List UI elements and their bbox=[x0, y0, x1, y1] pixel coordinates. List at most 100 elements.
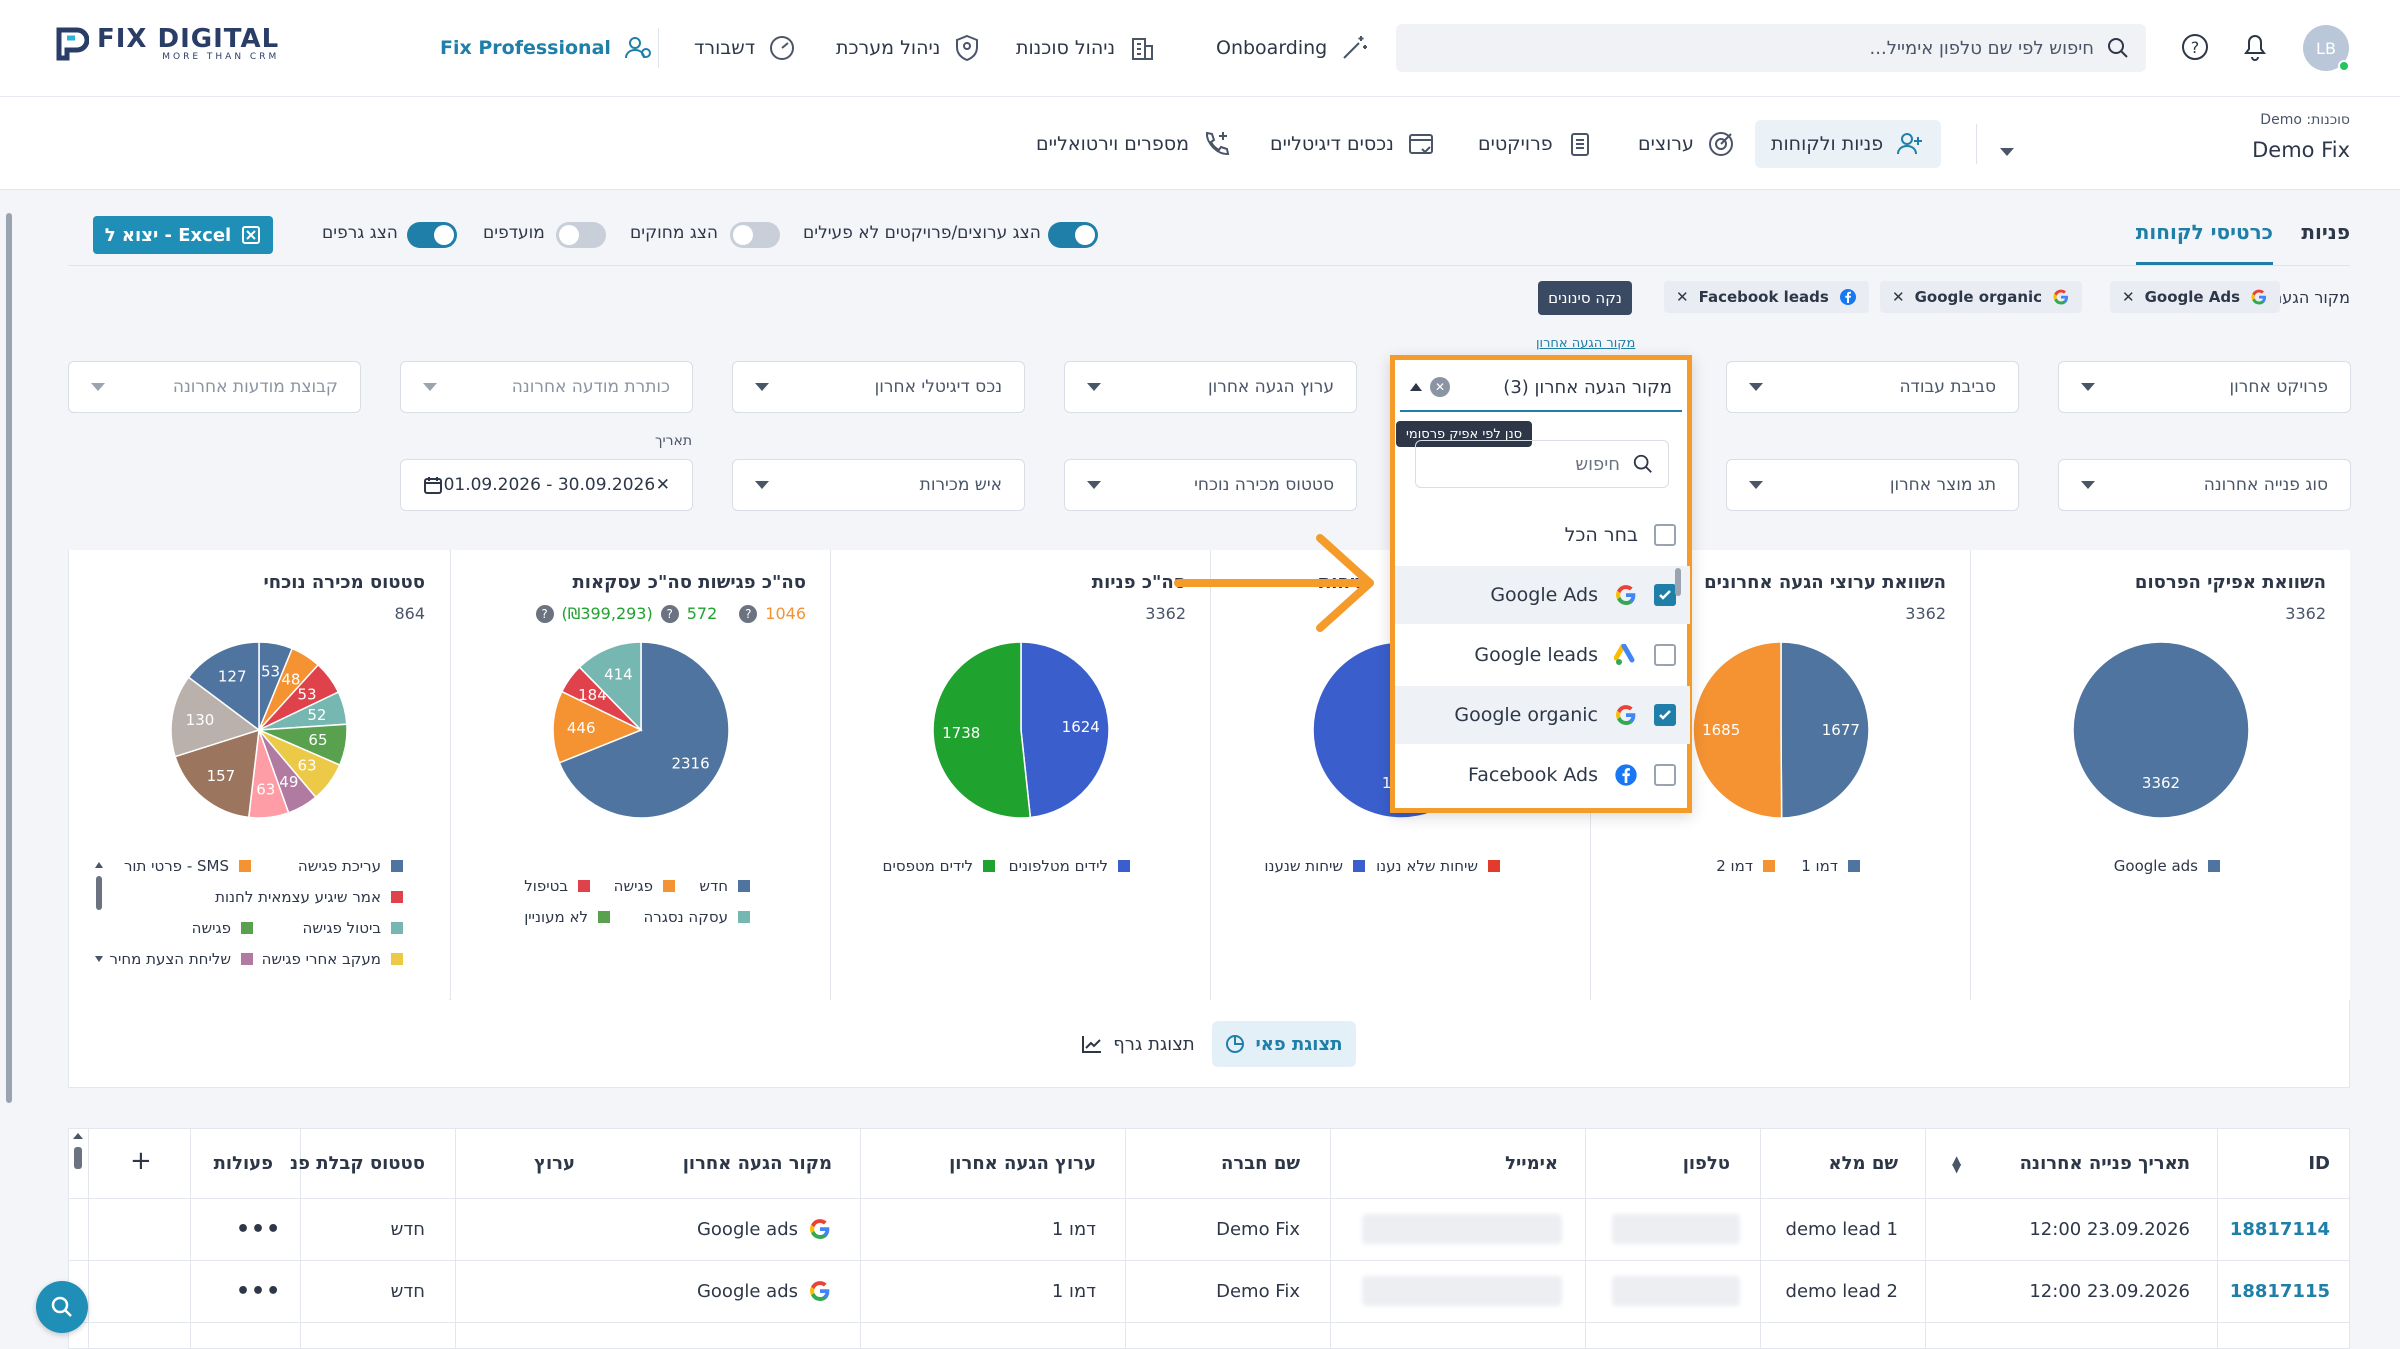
pie-chart[interactable]: 3362 bbox=[2071, 640, 2251, 820]
legend-item[interactable]: שיחות שלא נענו bbox=[1376, 857, 1500, 875]
candidates-toggle[interactable] bbox=[556, 222, 606, 248]
chip-close-icon[interactable]: ✕ bbox=[2122, 288, 2135, 306]
dropdown-scrollbar[interactable] bbox=[1675, 568, 1681, 596]
dropdown-option[interactable]: Facebook Ads bbox=[1395, 746, 1690, 804]
legend-item[interactable]: לידים מטלפונים bbox=[1009, 857, 1130, 875]
pie-slice[interactable] bbox=[578, 641, 642, 732]
add-column-button[interactable]: + bbox=[130, 1146, 152, 1176]
legend-item[interactable]: עסקה נסגרה bbox=[643, 908, 750, 926]
filter-salesperson[interactable]: איש מכירות bbox=[732, 459, 1025, 511]
checkbox-checked[interactable] bbox=[1654, 584, 1676, 606]
date-range-picker[interactable]: 01.09.2026 - 30.09.2026 ✕ bbox=[400, 459, 693, 511]
bell-icon[interactable] bbox=[2240, 30, 2270, 62]
page-scrollbar[interactable] bbox=[3, 195, 15, 1345]
search-input[interactable]: חיפוש לפי שם טלפון אימייל... bbox=[1396, 24, 2146, 72]
info-icon[interactable]: ? bbox=[535, 604, 554, 623]
sort-icon[interactable]: ▲ ▼ bbox=[1952, 1153, 1962, 1175]
pie-slice[interactable] bbox=[558, 641, 730, 819]
chip-close-icon[interactable]: ✕ bbox=[1892, 288, 1905, 306]
pie-chart[interactable]: 2316 446 184 414 bbox=[551, 640, 731, 820]
pie-slice[interactable] bbox=[2072, 641, 2250, 819]
dropdown-option[interactable]: Google organic bbox=[1395, 686, 1690, 744]
dropdown-select-all[interactable]: בחר הכל bbox=[1395, 506, 1690, 564]
nav-agencies[interactable]: ניהול סוכנות bbox=[1016, 30, 1157, 66]
filter-last-subject[interactable]: כותרת מודעה אחרונה bbox=[400, 361, 693, 413]
column-header-company[interactable]: שם חברה bbox=[1221, 1152, 1300, 1174]
legend-item[interactable]: עריכת פגישה bbox=[298, 857, 403, 875]
dropdown-option[interactable]: Google Ads bbox=[1395, 566, 1690, 624]
agency-dropdown-caret[interactable] bbox=[2000, 148, 2014, 156]
legend-item[interactable]: פגישה bbox=[192, 919, 253, 937]
filter-last-asset[interactable]: נכס דיגיטלי אחרון bbox=[732, 361, 1025, 413]
legend-item[interactable]: SMS - פרטי תור bbox=[124, 857, 251, 875]
column-header-last-source[interactable]: מקור הגעה אחרון bbox=[682, 1152, 832, 1174]
nav-dashboard[interactable]: דשבורד bbox=[694, 30, 797, 66]
pie-slice[interactable] bbox=[1780, 641, 1870, 819]
pie-chart[interactable]: 1624 1738 bbox=[931, 640, 1111, 820]
filter-lead-type[interactable]: סוג פנייה אחרונה bbox=[2058, 459, 2351, 511]
pie-slice[interactable] bbox=[170, 676, 261, 758]
legend-item[interactable]: מעקב אחרי פגישה bbox=[262, 950, 403, 968]
nav-system[interactable]: ניהול מערכת bbox=[836, 30, 982, 66]
legend-item[interactable]: דמו 2 bbox=[1716, 857, 1775, 875]
show-graphs-toggle[interactable] bbox=[407, 222, 457, 248]
clear-filters-button[interactable]: נקה סינונים bbox=[1538, 281, 1632, 315]
legend-item[interactable]: ביטול פגישה bbox=[303, 919, 403, 937]
column-header-name[interactable]: שם מלא bbox=[1828, 1152, 1898, 1174]
filter-work-env[interactable]: סביבת עבודה bbox=[1726, 361, 2019, 413]
filter-last-group[interactable]: קבוצת מודעות אחרונה bbox=[68, 361, 361, 413]
pie-slice[interactable] bbox=[174, 728, 260, 819]
checkbox[interactable] bbox=[1654, 644, 1676, 666]
legend-item[interactable]: שיחות שנענו bbox=[1264, 857, 1365, 875]
checkbox[interactable] bbox=[1654, 764, 1676, 786]
brand-logo[interactable]: FIX DIGITAL MORE THAN CRM bbox=[55, 26, 279, 62]
column-header-phone[interactable]: טלפון bbox=[1682, 1152, 1730, 1174]
pie-chart[interactable]: 1677 1685 bbox=[1691, 640, 1871, 820]
info-icon[interactable]: ? bbox=[739, 604, 758, 623]
pie-slice[interactable] bbox=[1692, 641, 1783, 819]
table-scrollbar[interactable] bbox=[73, 1133, 83, 1193]
checkbox[interactable] bbox=[1654, 524, 1676, 546]
filter-product[interactable]: תג מוצר אחרון bbox=[1726, 459, 2019, 511]
chip-google-ads[interactable]: ✕ Google Ads bbox=[2110, 281, 2281, 313]
show-deleted-toggle[interactable] bbox=[730, 222, 780, 248]
row-actions-menu-icon[interactable]: ••• bbox=[236, 1216, 282, 1242]
legend-item[interactable]: שליחת הצעת מחיר bbox=[110, 950, 253, 968]
chip-close-icon[interactable]: ✕ bbox=[1676, 288, 1689, 306]
tab-digital-assets[interactable]: נכסים דיגיטליים bbox=[1254, 120, 1452, 168]
dropdown-search-input[interactable]: חיפוש bbox=[1415, 440, 1669, 488]
nav-fix-professional[interactable]: Fix Professional bbox=[440, 30, 653, 66]
help-icon[interactable]: ? bbox=[2180, 32, 2210, 62]
tab-projects[interactable]: פרויקטים bbox=[1462, 120, 1611, 168]
column-header-status[interactable]: סטטוס קבלת פנ bbox=[289, 1152, 425, 1174]
legend-item[interactable]: פגישה bbox=[614, 877, 675, 895]
legend-item[interactable]: דמו 1 bbox=[1801, 857, 1860, 875]
column-header-actions[interactable]: פעולות bbox=[213, 1152, 273, 1174]
source-filter-select[interactable]: מקור הגעה אחרון (3) ✕ bbox=[1400, 364, 1682, 412]
pie-slice[interactable] bbox=[932, 641, 1032, 819]
search-fab-button[interactable] bbox=[36, 1281, 88, 1333]
column-header-date[interactable]: תאריך פנייה אחרונה bbox=[2019, 1152, 2190, 1174]
legend-item[interactable]: לא מעוניין bbox=[524, 908, 610, 926]
dropdown-option[interactable]: Google leads bbox=[1395, 626, 1690, 684]
pie-slice[interactable] bbox=[187, 641, 260, 732]
tab-leads-customers[interactable]: פניות ולקוחות bbox=[1755, 120, 1942, 168]
info-icon[interactable]: ? bbox=[660, 604, 679, 623]
legend-item[interactable]: לידים מטפסים bbox=[883, 857, 995, 875]
pie-slice[interactable] bbox=[552, 690, 643, 764]
column-header-email[interactable]: אימייל bbox=[1505, 1152, 1558, 1174]
chip-google-organic[interactable]: ✕ Google organic bbox=[1880, 281, 2083, 313]
table-row-id[interactable]: 18817115 bbox=[2229, 1280, 2330, 1302]
chevron-up-icon[interactable] bbox=[1410, 383, 1422, 391]
pie-view-button[interactable]: תצוגת פאי bbox=[1212, 1021, 1356, 1067]
filter-sales-status[interactable]: סטטוס מכירה נוכחי bbox=[1064, 459, 1357, 511]
pie-slice[interactable] bbox=[1020, 641, 1110, 819]
filter-last-channel[interactable]: ערוץ הגעה אחרון bbox=[1064, 361, 1357, 413]
column-header-id[interactable]: ID bbox=[2308, 1152, 2330, 1174]
column-header-channel[interactable]: ערוץ bbox=[534, 1152, 575, 1174]
tab-virtual-numbers[interactable]: מספרים וירטואליים bbox=[1020, 120, 1247, 168]
clear-selection-icon[interactable]: ✕ bbox=[1430, 377, 1450, 397]
show-inactive-toggle[interactable] bbox=[1048, 222, 1098, 248]
table-row-id[interactable]: 18817114 bbox=[2229, 1218, 2330, 1240]
